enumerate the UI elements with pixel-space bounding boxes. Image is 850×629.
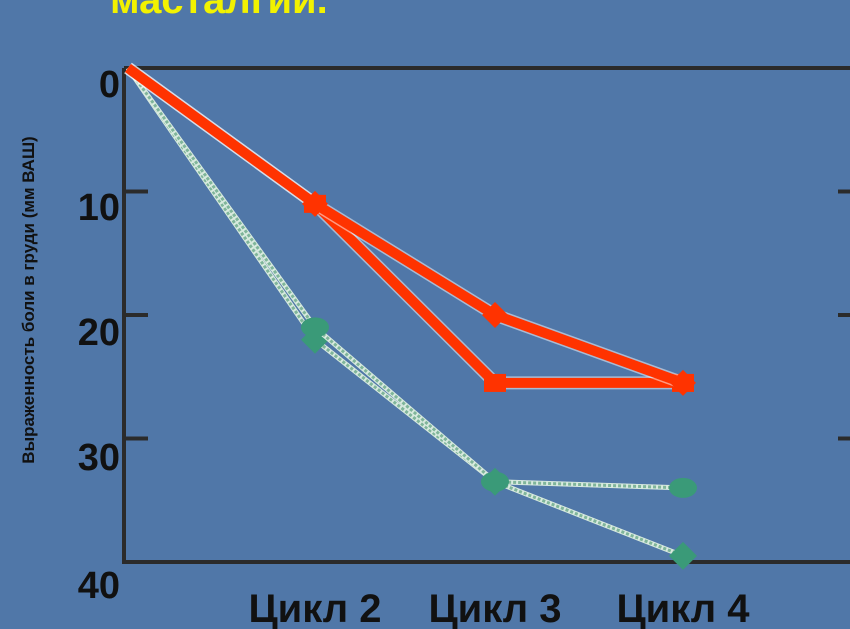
series-line-halo [124,62,683,390]
x-tick-label: Цикл 2 [248,587,381,629]
series-group [124,62,697,570]
series-line [126,67,684,558]
slide-title: масталгии. [110,0,328,22]
data-point [481,471,509,492]
series-3 [125,66,697,498]
data-point [482,302,508,328]
series-line [125,63,685,388]
series-line-halo [124,62,686,390]
x-tick-labels: Цикл 2 Цикл 3 Цикл 4 [248,587,750,629]
x-tick-label: Цикл 4 [616,587,750,629]
data-point [669,477,697,498]
series-1 [124,62,696,396]
series-4 [125,66,697,570]
series-line [125,63,683,388]
series-line-halo [125,66,684,559]
y-ticks: 0 10 20 30 40 [78,64,850,607]
series-2 [124,62,694,392]
y-tick-label: 30 [78,437,120,479]
data-point [302,190,328,217]
y-tick-label: 40 [78,565,120,607]
data-point [669,541,697,570]
x-tick-label: Цикл 3 [428,587,561,629]
y-tick-label: 0 [99,64,120,106]
data-point [484,373,506,392]
data-point [301,317,329,338]
data-point [670,369,696,396]
y-axis-label: Выраженность боли в груди (мм ВАШ) [19,136,38,463]
y-tick-label: 10 [78,187,120,229]
series-line [126,67,684,490]
y-tick-label: 20 [78,312,120,354]
